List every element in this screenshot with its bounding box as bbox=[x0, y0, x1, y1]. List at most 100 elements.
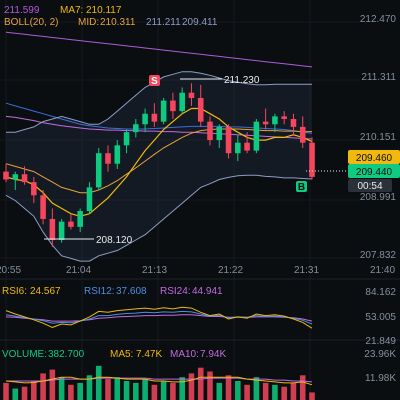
candle-body bbox=[133, 124, 139, 133]
volume-bar bbox=[12, 388, 19, 400]
volume-bar bbox=[309, 392, 315, 400]
current-price-tag[interactable] bbox=[348, 150, 400, 164]
rsi-axis-label: 84.162 bbox=[365, 287, 396, 298]
candle-body bbox=[207, 121, 213, 141]
indicator-lines bbox=[5, 31, 313, 262]
time-axis-label: 20:55 bbox=[0, 265, 21, 276]
candle-body bbox=[170, 100, 176, 112]
time-axis-label: 21:40 bbox=[370, 265, 395, 276]
volume-bar bbox=[3, 382, 9, 400]
volume-bar bbox=[58, 377, 65, 400]
volume-bar bbox=[86, 375, 93, 400]
candle-body bbox=[197, 97, 204, 122]
ma10-value: 7.94K bbox=[200, 349, 226, 360]
ma-top-value: 211.599 bbox=[4, 5, 40, 16]
volume-ma5-line bbox=[5, 376, 313, 386]
rsi6-line bbox=[5, 306, 313, 329]
candle-body bbox=[179, 92, 185, 112]
volume-bar bbox=[197, 367, 204, 400]
volume-bar bbox=[188, 373, 195, 400]
volume-bar bbox=[299, 375, 306, 400]
volume-bar bbox=[179, 377, 185, 400]
low-marker-label: 208.120 bbox=[96, 235, 133, 246]
time-axis-label: 21:31 bbox=[294, 265, 319, 276]
candle-body bbox=[114, 145, 121, 164]
rsi12-value: 37.608 bbox=[116, 286, 147, 297]
candle-body bbox=[3, 171, 9, 180]
volume-bar bbox=[105, 379, 111, 400]
countdown-value: 00:54 bbox=[357, 181, 382, 192]
candle-body bbox=[216, 126, 223, 141]
ma10-label: MA10: bbox=[170, 349, 199, 360]
time-axis: 20:55 21:04 21:13 21:22 21:31 21:40 bbox=[0, 265, 395, 276]
volume-bar bbox=[133, 382, 139, 400]
volume-bar bbox=[77, 382, 83, 400]
time-axis-label: 21:13 bbox=[142, 265, 167, 276]
volume-bar bbox=[216, 382, 223, 400]
price-axis: 212.470 211.311 210.151 208.991 207.832 bbox=[360, 14, 397, 261]
candle-body bbox=[123, 132, 130, 146]
candle-body bbox=[299, 126, 306, 143]
candle-body bbox=[281, 116, 287, 120]
rsi12-line bbox=[5, 310, 313, 325]
candle-body bbox=[253, 121, 260, 151]
rsi6-value: 24.567 bbox=[30, 286, 61, 297]
volume-bar bbox=[123, 381, 130, 400]
volume-ma-lines bbox=[5, 376, 313, 386]
rsi24-line bbox=[5, 314, 313, 322]
volume-bar bbox=[49, 369, 56, 400]
volume-bar bbox=[21, 386, 28, 400]
countdown-tag bbox=[348, 179, 392, 192]
candle-body bbox=[235, 142, 241, 154]
volume-bar bbox=[225, 375, 232, 400]
buy-marker[interactable] bbox=[296, 181, 307, 192]
volume-bar bbox=[114, 377, 121, 400]
ma5-value: 7.47K bbox=[136, 349, 162, 360]
high-marker-label: 211.230 bbox=[224, 75, 260, 86]
volume-ma10-line bbox=[6, 377, 313, 383]
last-price-value: 209.440 bbox=[356, 167, 393, 178]
candle-body bbox=[40, 195, 46, 219]
candle-body bbox=[95, 153, 102, 188]
volume-bar bbox=[31, 381, 37, 400]
time-axis-label: 21:04 bbox=[66, 265, 91, 276]
volume-bar bbox=[170, 382, 176, 400]
candle-body bbox=[151, 113, 158, 122]
candle-body bbox=[290, 119, 297, 127]
purple-ma-line bbox=[5, 115, 313, 140]
sell-marker[interactable] bbox=[149, 75, 160, 86]
candle-body bbox=[68, 221, 74, 227]
candle-body bbox=[105, 153, 111, 164]
volume-axis-label: 23.96K bbox=[364, 349, 396, 360]
buy-marker-label: B bbox=[298, 182, 305, 193]
ma7-value: 210.117 bbox=[86, 5, 122, 16]
candle-body bbox=[86, 187, 93, 212]
candle-body bbox=[12, 174, 19, 180]
candle-body bbox=[188, 92, 195, 98]
boll-mid-label: MID: bbox=[78, 17, 99, 28]
boll-up-value: 211.211 bbox=[146, 17, 181, 28]
candlestick-series bbox=[3, 83, 315, 247]
candle-body bbox=[225, 126, 232, 154]
volume-bar bbox=[244, 384, 250, 400]
volume-bar bbox=[281, 386, 287, 400]
volume-bar bbox=[68, 384, 74, 400]
long-ma-line bbox=[5, 31, 313, 68]
volume-bar bbox=[272, 384, 278, 400]
volume-bar bbox=[95, 365, 102, 400]
candle-body bbox=[77, 211, 83, 227]
boll-lower-line bbox=[5, 174, 313, 262]
candle-body bbox=[58, 221, 65, 241]
time-axis-label: 21:22 bbox=[218, 265, 243, 276]
candle-body bbox=[31, 182, 37, 196]
price-axis-label: 207.832 bbox=[360, 250, 397, 261]
candle-body bbox=[262, 121, 269, 125]
last-price-tag[interactable] bbox=[348, 164, 400, 178]
volume-bars bbox=[3, 365, 315, 400]
volume-bar bbox=[151, 384, 158, 400]
rsi24-value: 44.941 bbox=[192, 286, 223, 297]
boll-dn-value: 209.411 bbox=[182, 17, 218, 28]
candle-body bbox=[160, 100, 167, 122]
volume-bar bbox=[290, 382, 297, 400]
